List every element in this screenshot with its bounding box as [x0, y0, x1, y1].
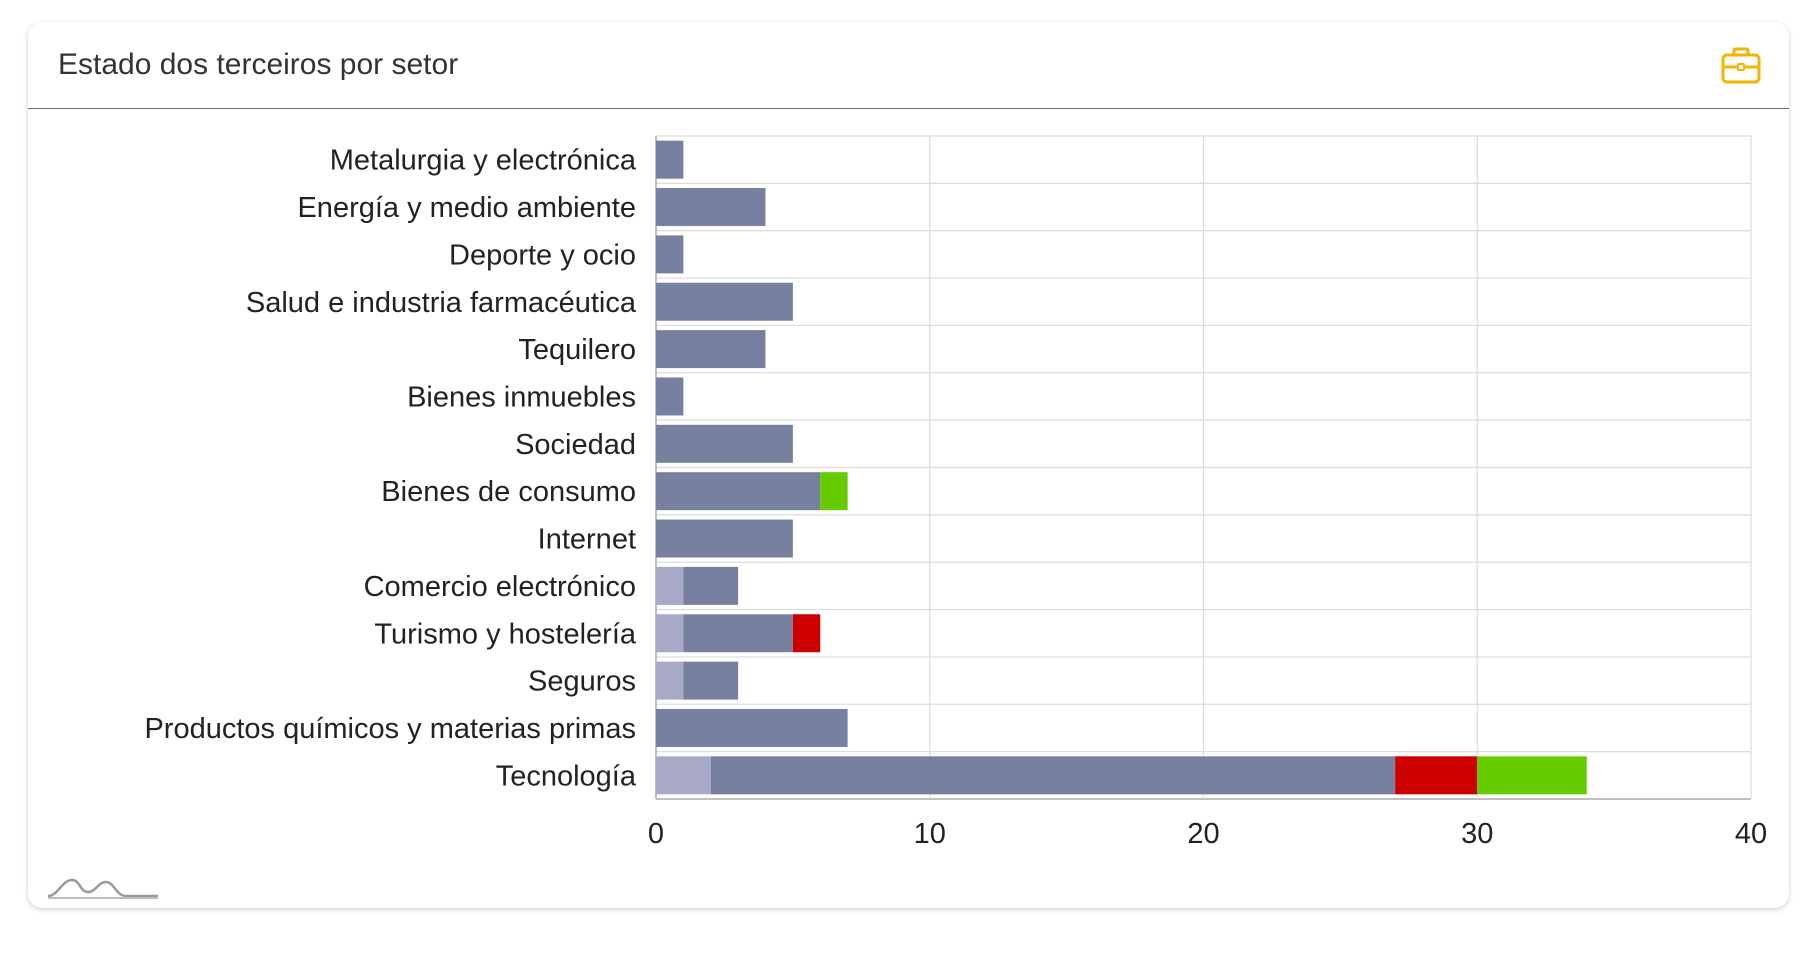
x-tick-label: 10 [914, 818, 946, 850]
bar-segment[interactable] [656, 614, 684, 653]
bar-segment[interactable] [683, 661, 739, 700]
bar-segment[interactable] [656, 282, 793, 321]
bar-segment[interactable] [656, 708, 848, 747]
category-label: Productos químicos y materias primas [144, 713, 636, 745]
card-title: Estado dos terceiros por setor [58, 48, 459, 81]
x-tick-label: 40 [1735, 818, 1767, 850]
x-tick-label: 20 [1187, 818, 1219, 850]
category-label: Tequilero [518, 334, 636, 366]
bar-segment[interactable] [656, 661, 684, 700]
bar-segment[interactable] [656, 424, 793, 463]
card-header: Estado dos terceiros por setor [28, 22, 1789, 109]
category-label: Metalurgia y electrónica [330, 145, 637, 177]
x-tick-label: 30 [1461, 818, 1493, 850]
category-label: Turismo y hostelería [374, 618, 636, 650]
category-label: Deporte y ocio [449, 239, 636, 271]
category-label: Energía y medio ambiente [297, 192, 636, 224]
bar-segment[interactable] [656, 330, 766, 369]
bar-segment[interactable] [683, 614, 793, 653]
bar-segment[interactable] [792, 614, 821, 653]
chart-card: Estado dos terceiros por setor Metalurgi… [28, 22, 1789, 908]
category-label: Seguros [528, 666, 636, 698]
bar-segment[interactable] [710, 756, 1396, 795]
category-label: Sociedad [515, 429, 636, 461]
bar-segment[interactable] [656, 235, 684, 274]
bar-segment[interactable] [656, 519, 793, 558]
category-label: Tecnología [496, 760, 637, 792]
category-label: Comercio electrónico [364, 571, 636, 603]
category-label: Bienes de consumo [381, 476, 636, 508]
bar-segment[interactable] [656, 377, 684, 416]
x-tick-label: 0 [648, 818, 664, 850]
bar-chart: Metalurgia y electrónica Energía y medio … [144, 135, 1767, 850]
category-label: Bienes inmuebles [407, 381, 636, 413]
bar-segment[interactable] [656, 756, 711, 795]
category-label: Internet [538, 524, 636, 556]
briefcase-icon[interactable] [1719, 44, 1763, 88]
mountain-logo-icon [47, 878, 158, 899]
category-label: Salud e industria farmacéutica [246, 287, 637, 319]
bar-segment[interactable] [656, 188, 766, 227]
bar-segment[interactable] [656, 472, 821, 511]
bar-segment[interactable] [683, 566, 739, 605]
bar-segment[interactable] [656, 140, 684, 179]
bar-segment[interactable] [1395, 756, 1478, 795]
bar-segment[interactable] [820, 472, 848, 511]
bar-segment[interactable] [656, 566, 684, 605]
bar-segment[interactable] [1477, 756, 1587, 795]
